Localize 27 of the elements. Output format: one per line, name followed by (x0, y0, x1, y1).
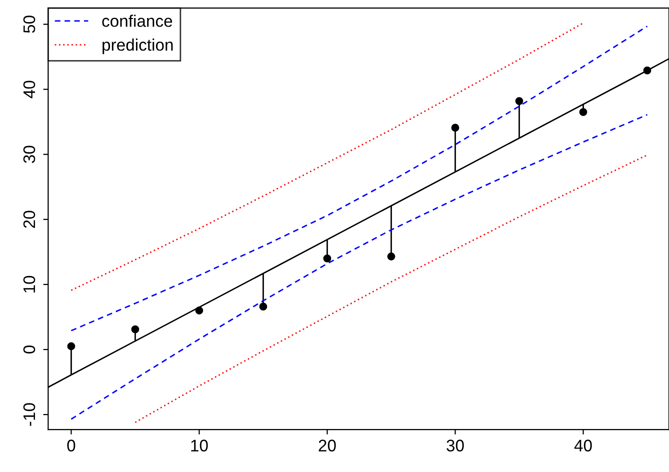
legend-label: confiance (102, 14, 172, 27)
y-tick-label: 30 (23, 146, 36, 164)
point (451, 124, 460, 132)
line-series (70, 26, 648, 332)
y-tick-label: 40 (23, 80, 36, 98)
point (579, 108, 588, 116)
point (131, 325, 140, 334)
point (195, 306, 204, 314)
x-tick-label: 40 (574, 440, 592, 452)
x-tick-label: 30 (446, 440, 464, 452)
x-tick-label: 20 (318, 440, 336, 452)
point (259, 302, 268, 311)
y-tick-label: -10 (23, 403, 36, 426)
legend-label: prediction (102, 38, 173, 54)
x-tick-label: 0 (67, 440, 76, 452)
x-tick-label: 10 (191, 440, 208, 452)
line-series (134, 154, 648, 424)
point (387, 252, 396, 260)
point (515, 97, 524, 105)
point (67, 342, 76, 350)
y-tick-label: 10 (23, 276, 36, 292)
y-tick-label: 0 (23, 346, 36, 354)
line-series (70, 114, 648, 420)
y-tick-label: 50 (23, 16, 36, 33)
point (323, 254, 332, 262)
y-tick-label: 20 (23, 210, 36, 228)
point (643, 66, 652, 74)
